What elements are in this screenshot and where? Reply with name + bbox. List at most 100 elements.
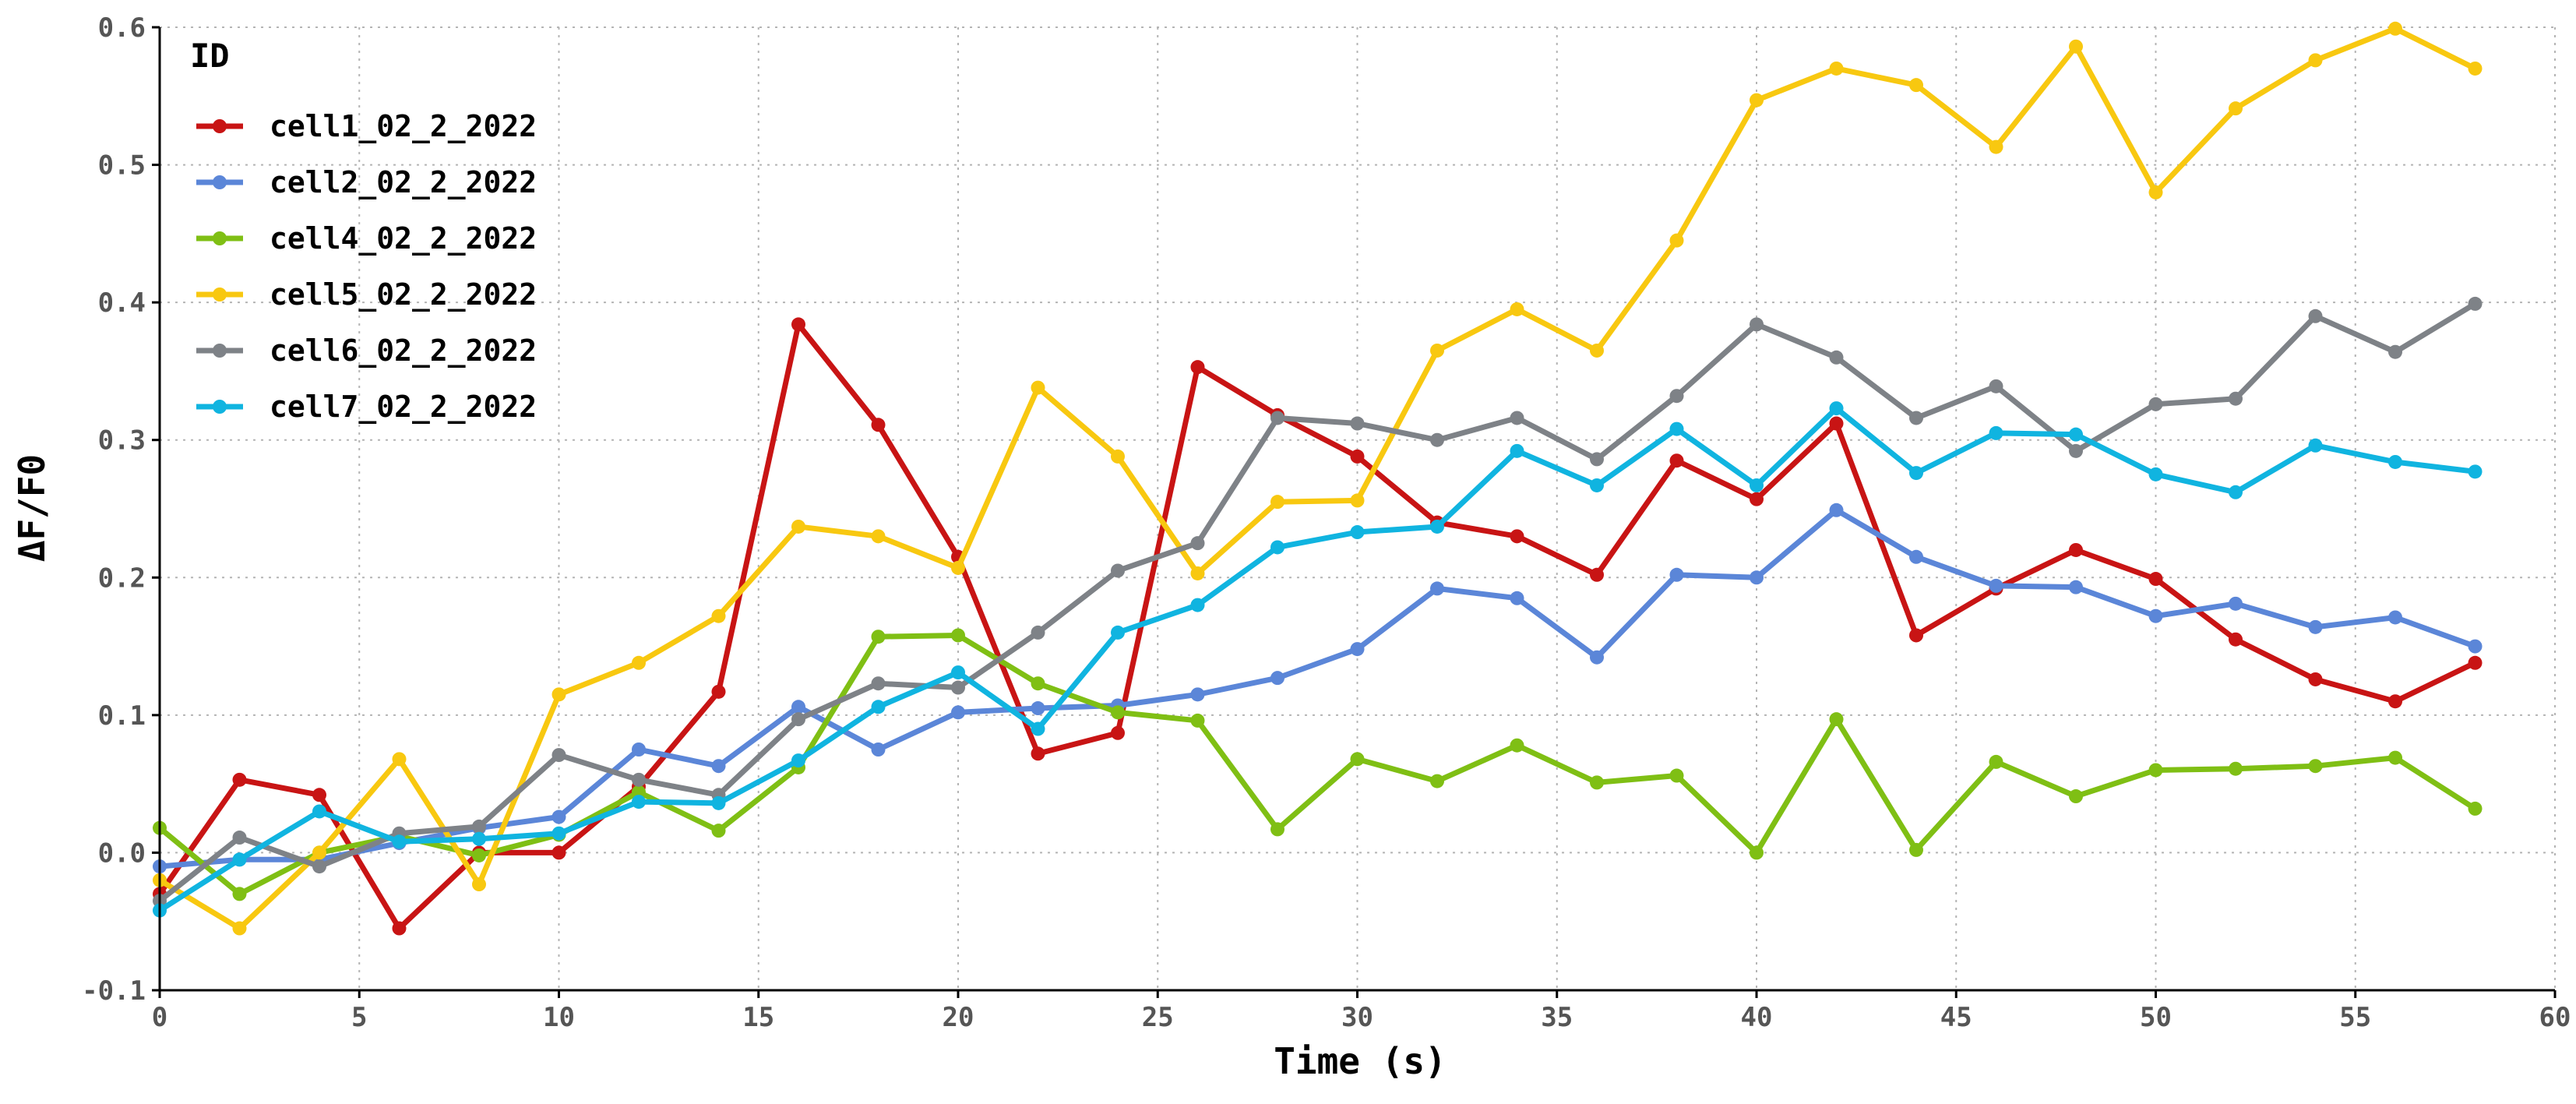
data-point xyxy=(1989,754,2003,769)
legend-item: cell5_02_2_2022 xyxy=(196,277,537,312)
data-point xyxy=(1510,738,1524,753)
data-point xyxy=(1909,628,1923,643)
data-point xyxy=(1190,713,1205,728)
data-point xyxy=(711,684,726,699)
data-point xyxy=(1989,425,2003,440)
data-point xyxy=(2229,101,2243,116)
x-tick-label: 5 xyxy=(351,1002,367,1033)
data-point xyxy=(2148,467,2163,481)
data-point xyxy=(551,826,566,841)
data-point xyxy=(1590,775,1604,790)
data-point xyxy=(791,753,805,768)
data-point xyxy=(2148,185,2163,199)
data-point xyxy=(1270,671,1284,686)
x-tick-label: 30 xyxy=(1341,1002,1373,1033)
legend-swatch-marker xyxy=(213,400,227,414)
data-point xyxy=(1510,443,1524,458)
data-point xyxy=(871,700,886,714)
data-point xyxy=(1190,536,1205,551)
data-point xyxy=(1190,360,1205,375)
legend-swatch-marker xyxy=(213,119,227,133)
data-point xyxy=(1909,78,1923,93)
data-point xyxy=(2308,672,2323,686)
data-point xyxy=(1750,845,1764,860)
y-tick-label: 0.4 xyxy=(98,287,146,319)
data-point xyxy=(1829,401,1844,416)
data-point xyxy=(551,748,566,763)
data-point xyxy=(1350,525,1365,540)
legend-title: ID xyxy=(190,37,230,75)
data-point xyxy=(1829,712,1844,727)
data-point xyxy=(871,742,886,757)
data-point xyxy=(1750,570,1764,585)
series-line xyxy=(157,632,2478,897)
data-point xyxy=(1989,578,2003,593)
legend-item: cell6_02_2_2022 xyxy=(196,333,537,368)
data-point xyxy=(871,529,886,544)
data-point xyxy=(2069,443,2083,458)
x-tick-label: 20 xyxy=(943,1002,974,1033)
data-point xyxy=(1270,822,1284,837)
y-tick-label: 0.0 xyxy=(98,838,146,869)
series-cell7_02_2_2022 xyxy=(153,401,2483,918)
data-point xyxy=(711,795,726,810)
tick-labels: 0 5 10 15 20 25 30 35 40 45 50 55 60 -0.1 0.0 0.1 0.2 0.3… xyxy=(82,12,2571,1033)
data-point xyxy=(871,676,886,691)
legend-label: cell5_02_2_2022 xyxy=(270,277,537,312)
data-point xyxy=(392,921,407,936)
y-tick-label: 0.2 xyxy=(98,563,146,594)
data-point xyxy=(1909,411,1923,425)
series-line xyxy=(157,321,2478,932)
data-point xyxy=(1510,529,1524,544)
data-point xyxy=(2069,427,2083,442)
data-point xyxy=(951,560,965,575)
data-point xyxy=(1350,493,1365,508)
series-line xyxy=(157,507,2478,869)
data-point xyxy=(2388,344,2402,359)
data-point xyxy=(551,687,566,702)
data-point xyxy=(2468,61,2483,76)
data-point xyxy=(2388,454,2402,469)
data-point xyxy=(1669,453,1684,468)
data-point xyxy=(632,655,646,670)
data-point xyxy=(232,887,247,901)
data-point xyxy=(472,848,486,862)
data-point xyxy=(632,795,646,809)
legend-item: cell1_02_2_2022 xyxy=(196,109,537,143)
legend-label: cell6_02_2_2022 xyxy=(270,333,537,368)
data-point xyxy=(1031,625,1045,640)
data-point xyxy=(1989,379,2003,393)
data-point xyxy=(791,317,805,332)
data-point xyxy=(1829,416,1844,431)
data-point xyxy=(312,859,326,874)
data-point xyxy=(632,785,646,799)
data-point xyxy=(2388,21,2402,36)
x-tick-label: 15 xyxy=(742,1002,774,1033)
data-point xyxy=(711,608,726,623)
data-point xyxy=(1350,449,1365,464)
data-point xyxy=(472,877,486,892)
data-point xyxy=(312,788,326,802)
x-tick-label: 0 xyxy=(152,1002,167,1033)
series-line xyxy=(157,405,2478,914)
data-point xyxy=(1750,492,1764,506)
data-point xyxy=(1270,495,1284,510)
data-point xyxy=(1669,389,1684,404)
data-point xyxy=(1190,598,1205,612)
data-point xyxy=(2468,655,2483,670)
data-point xyxy=(232,921,247,936)
data-point xyxy=(2069,39,2083,54)
data-point xyxy=(2148,397,2163,411)
data-point xyxy=(632,742,646,757)
data-point xyxy=(1031,701,1045,716)
data-point xyxy=(1031,676,1045,691)
data-point xyxy=(2388,750,2402,765)
data-point xyxy=(312,804,326,819)
y-tick-label: 0.3 xyxy=(98,425,146,457)
y-tick-label: 0.5 xyxy=(98,150,146,182)
data-point xyxy=(2148,608,2163,623)
data-point xyxy=(551,809,566,824)
series-cell4_02_2_2022 xyxy=(153,628,2483,901)
legend-label: cell1_02_2_2022 xyxy=(270,109,537,143)
